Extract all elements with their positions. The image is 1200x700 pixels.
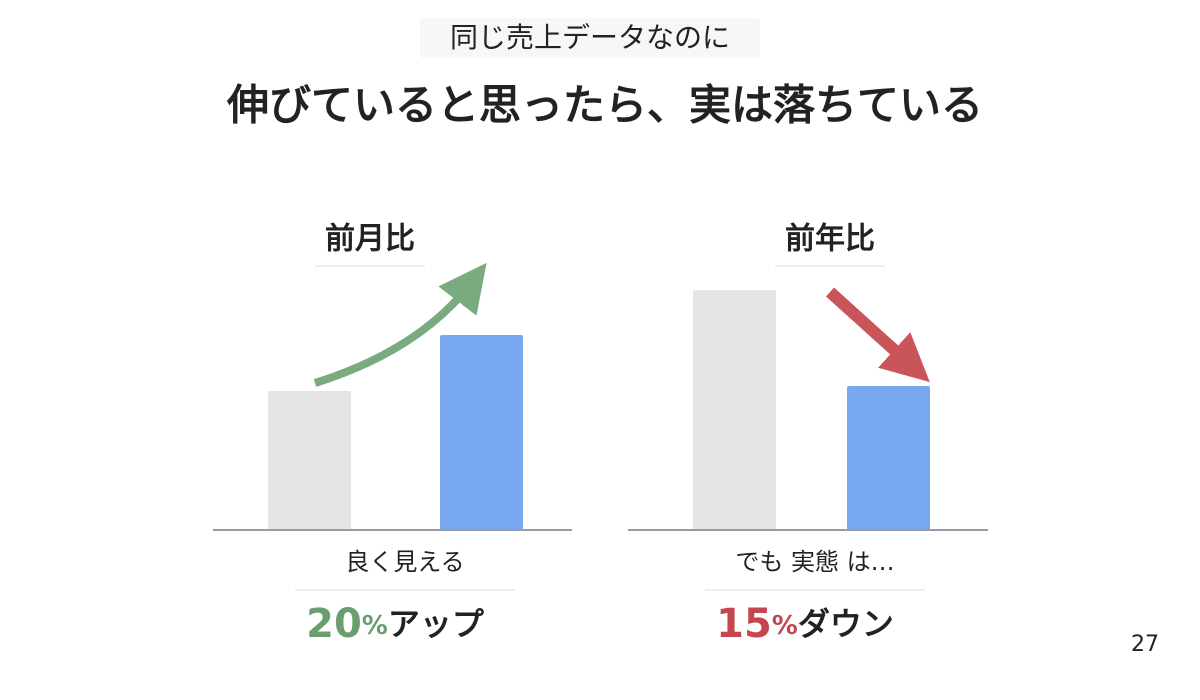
- chart-title: 前年比: [785, 222, 875, 257]
- result-unit: %: [772, 611, 798, 641]
- subtitle-box: [420, 18, 760, 58]
- caption: 良く見える: [345, 548, 464, 576]
- down-arrow: [825, 287, 930, 383]
- result: 15%ダウン: [716, 601, 894, 647]
- title: 伸びていると思ったら、実は落ちている: [226, 81, 983, 130]
- bar: [847, 386, 930, 530]
- chart-title: 前月比: [325, 222, 415, 257]
- result-word: アップ: [388, 605, 485, 643]
- up-arrow: [313, 262, 487, 387]
- result-number: 15: [716, 601, 772, 647]
- result-number: 20: [306, 601, 362, 647]
- caption: でも 実態 は…: [735, 548, 894, 576]
- result-word: ダウン: [798, 605, 894, 643]
- bar: [440, 335, 523, 530]
- result-unit: %: [362, 611, 388, 641]
- subtitle: 同じ売上データなのに: [450, 21, 730, 54]
- page-number: 27: [1131, 632, 1159, 657]
- bar: [693, 290, 776, 530]
- bar: [268, 391, 351, 530]
- result: 20%アップ: [306, 601, 485, 647]
